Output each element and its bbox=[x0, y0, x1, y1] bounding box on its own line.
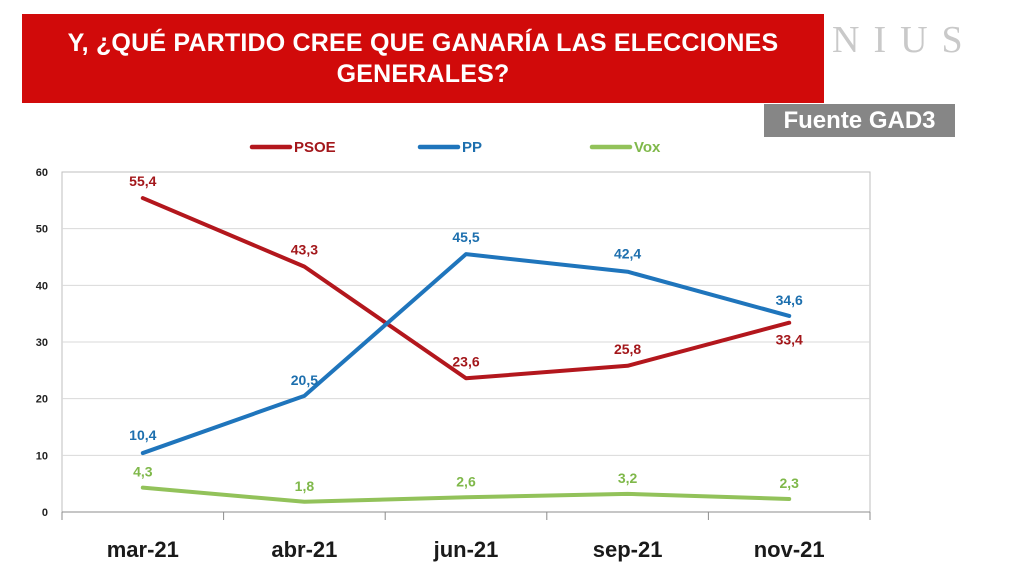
legend-label-pp: PP bbox=[462, 139, 482, 156]
title-banner: Y, ¿QUÉ PARTIDO CREE QUE GANARÍA LAS ELE… bbox=[22, 14, 824, 103]
x-tick-label: nov-21 bbox=[754, 537, 825, 562]
nius-watermark: NIUS bbox=[832, 19, 977, 61]
y-tick-label: 30 bbox=[36, 337, 48, 349]
data-label-pp: 20,5 bbox=[291, 372, 318, 388]
data-label-psoe: 43,3 bbox=[291, 242, 318, 258]
data-label-psoe: 55,4 bbox=[129, 173, 156, 189]
data-label-vox: 2,3 bbox=[779, 475, 799, 491]
x-tick-label: jun-21 bbox=[433, 537, 499, 562]
y-tick-label: 20 bbox=[36, 394, 48, 406]
data-label-pp: 34,6 bbox=[776, 292, 803, 308]
x-tick-label: sep-21 bbox=[593, 537, 663, 562]
data-label-psoe: 23,6 bbox=[452, 353, 479, 369]
x-tick-label: abr-21 bbox=[271, 537, 337, 562]
y-tick-label: 40 bbox=[36, 280, 48, 292]
y-tick-label: 0 bbox=[42, 507, 48, 519]
data-label-vox: 4,3 bbox=[133, 464, 153, 480]
data-label-pp: 45,5 bbox=[452, 229, 479, 245]
data-label-psoe: 25,8 bbox=[614, 341, 641, 357]
y-tick-label: 60 bbox=[36, 167, 48, 179]
y-tick-label: 50 bbox=[36, 224, 48, 236]
data-label-vox: 3,2 bbox=[618, 470, 638, 486]
chart-title: Y, ¿QUÉ PARTIDO CREE QUE GANARÍA LAS ELE… bbox=[67, 28, 779, 88]
data-label-psoe: 33,4 bbox=[776, 332, 803, 348]
source-badge: Fuente GAD3 bbox=[764, 104, 955, 137]
legend-label-psoe: PSOE bbox=[294, 139, 336, 156]
data-label-pp: 42,4 bbox=[614, 246, 641, 262]
data-label-pp: 10,4 bbox=[129, 427, 156, 443]
data-label-vox: 2,6 bbox=[456, 473, 476, 489]
series-line-vox bbox=[140, 485, 792, 504]
series-line-pp bbox=[140, 252, 792, 456]
legend-label-vox: Vox bbox=[634, 139, 661, 156]
y-tick-label: 10 bbox=[36, 450, 48, 462]
data-label-vox: 1,8 bbox=[295, 478, 315, 494]
series-line-psoe bbox=[140, 196, 792, 381]
x-tick-label: mar-21 bbox=[107, 537, 179, 562]
